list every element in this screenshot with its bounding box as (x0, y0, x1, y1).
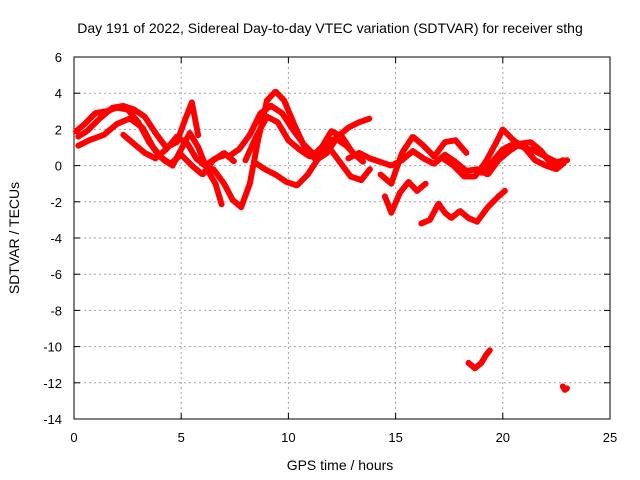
x-tick-label: 20 (496, 430, 510, 445)
series-arc-2 (75, 99, 202, 151)
x-tick-label: 15 (388, 430, 402, 445)
y-tick-label: -2 (50, 195, 62, 210)
x-tick-label: 25 (603, 430, 617, 445)
y-tick-label: -10 (43, 340, 62, 355)
x-tick-label: 5 (178, 430, 185, 445)
y-tick-label: -6 (50, 267, 62, 282)
series-arc-13 (439, 126, 571, 180)
grid (74, 57, 610, 419)
data-series (73, 88, 571, 393)
series-arc-14 (478, 140, 568, 176)
y-tick-label: -12 (43, 376, 62, 391)
series-arc-16 (559, 383, 571, 393)
y-tick-label: -8 (50, 303, 62, 318)
y-axis-label: SDTVAR / TECUs (6, 182, 22, 294)
series-arc-15 (465, 347, 493, 372)
y-tick-label: 6 (55, 50, 62, 65)
y-tick-label: 4 (55, 86, 62, 101)
y-tick-label: 2 (55, 122, 62, 137)
series-arc-4 (120, 131, 230, 169)
y-tick-label: -14 (43, 412, 62, 427)
series-arc-10 (377, 133, 470, 187)
y-tick-label: -4 (50, 231, 62, 246)
x-tick-label: 10 (281, 430, 295, 445)
series-arc-11 (381, 178, 429, 216)
x-axis-label: GPS time / hours (287, 457, 394, 473)
x-tick-label: 0 (70, 430, 77, 445)
series-arc-7 (242, 113, 356, 164)
series-arc-9 (345, 139, 566, 178)
chart-title: Day 191 of 2022, Sidereal Day-to-day VTE… (77, 20, 583, 36)
series-arc-8 (251, 144, 373, 189)
y-tick-label: 0 (55, 159, 62, 174)
series-arc-12 (418, 187, 508, 227)
